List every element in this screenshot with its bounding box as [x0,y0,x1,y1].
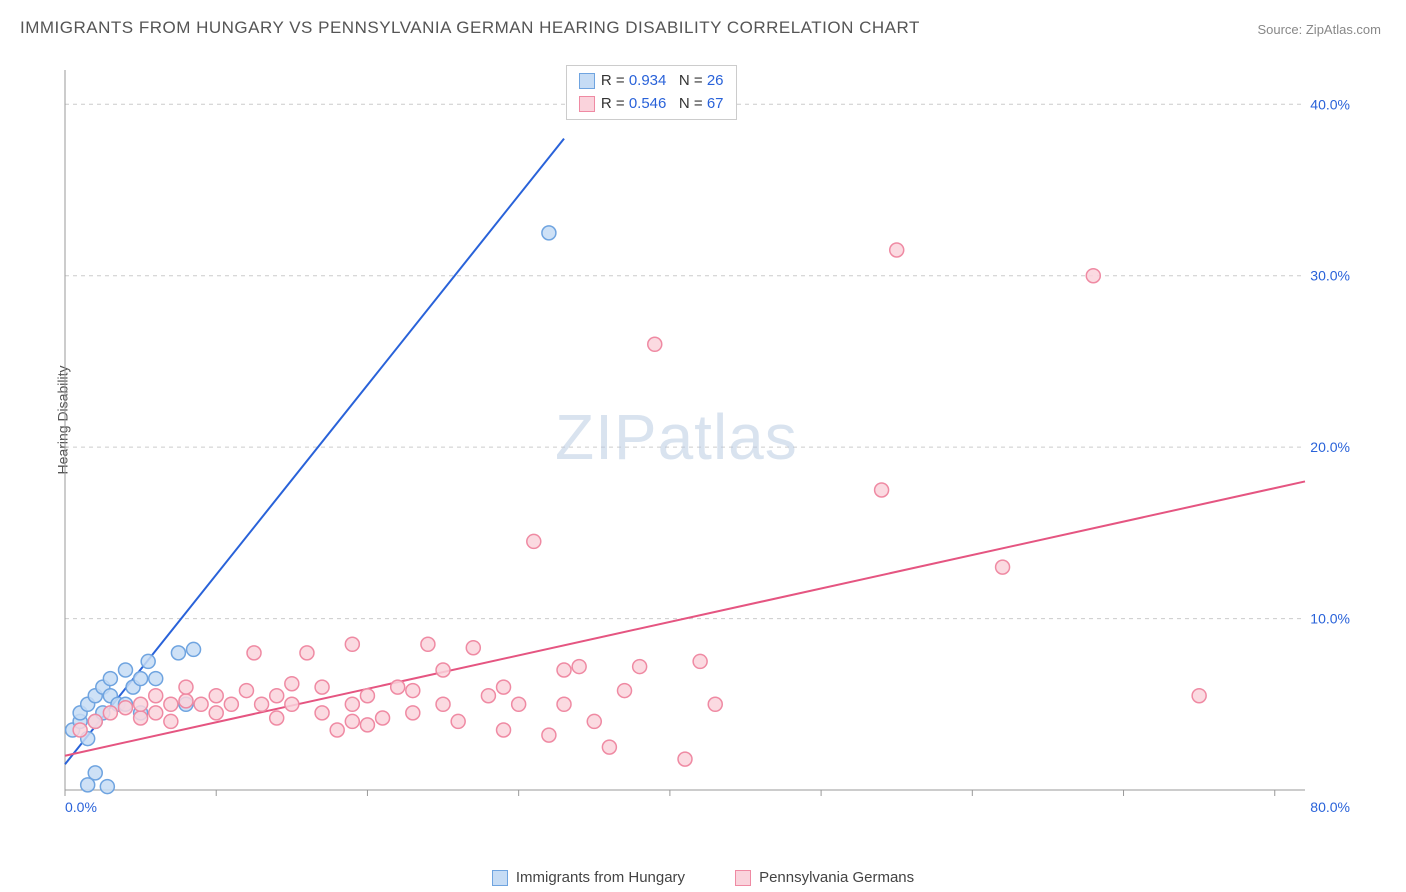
svg-text:80.0%: 80.0% [1310,799,1350,815]
stats-row: R = 0.934 N = 26 [579,70,724,93]
chart-title: IMMIGRANTS FROM HUNGARY VS PENNSYLVANIA … [20,18,920,38]
legend-label: Immigrants from Hungary [516,869,685,886]
stats-text: R = 0.934 N = 26 [601,70,724,93]
legend-label: Pennsylvania Germans [759,869,914,886]
chart-area: 10.0% 20.0% 30.0% 40.0% 0.0% 80.0% R = 0.934 … [55,60,1365,820]
legend-swatch [492,870,508,886]
source-label: Source: [1257,22,1305,37]
correlation-stats-box: R = 0.934 N = 26R = 0.546 N = 67 [566,65,737,120]
stats-row: R = 0.546 N = 67 [579,93,724,116]
stats-text: R = 0.546 N = 67 [601,93,724,116]
bottom-legend: Immigrants from Hungary Pennsylvania Germ… [0,869,1406,886]
svg-text:0.0%: 0.0% [65,799,97,815]
legend-item: Immigrants from Hungary [492,869,685,886]
series-swatch [579,73,595,89]
legend-swatch [735,870,751,886]
svg-text:40.0%: 40.0% [1310,96,1350,112]
svg-text:30.0%: 30.0% [1310,268,1350,284]
legend-item: Pennsylvania Germans [735,869,914,886]
series-swatch [579,96,595,112]
source-name: ZipAtlas.com [1306,22,1381,37]
svg-text:20.0%: 20.0% [1310,439,1350,455]
scatter-chart-svg: 10.0% 20.0% 30.0% 40.0% 0.0% 80.0% [55,60,1365,820]
source-attribution: Source: ZipAtlas.com [1257,22,1381,37]
svg-text:10.0%: 10.0% [1310,611,1350,627]
